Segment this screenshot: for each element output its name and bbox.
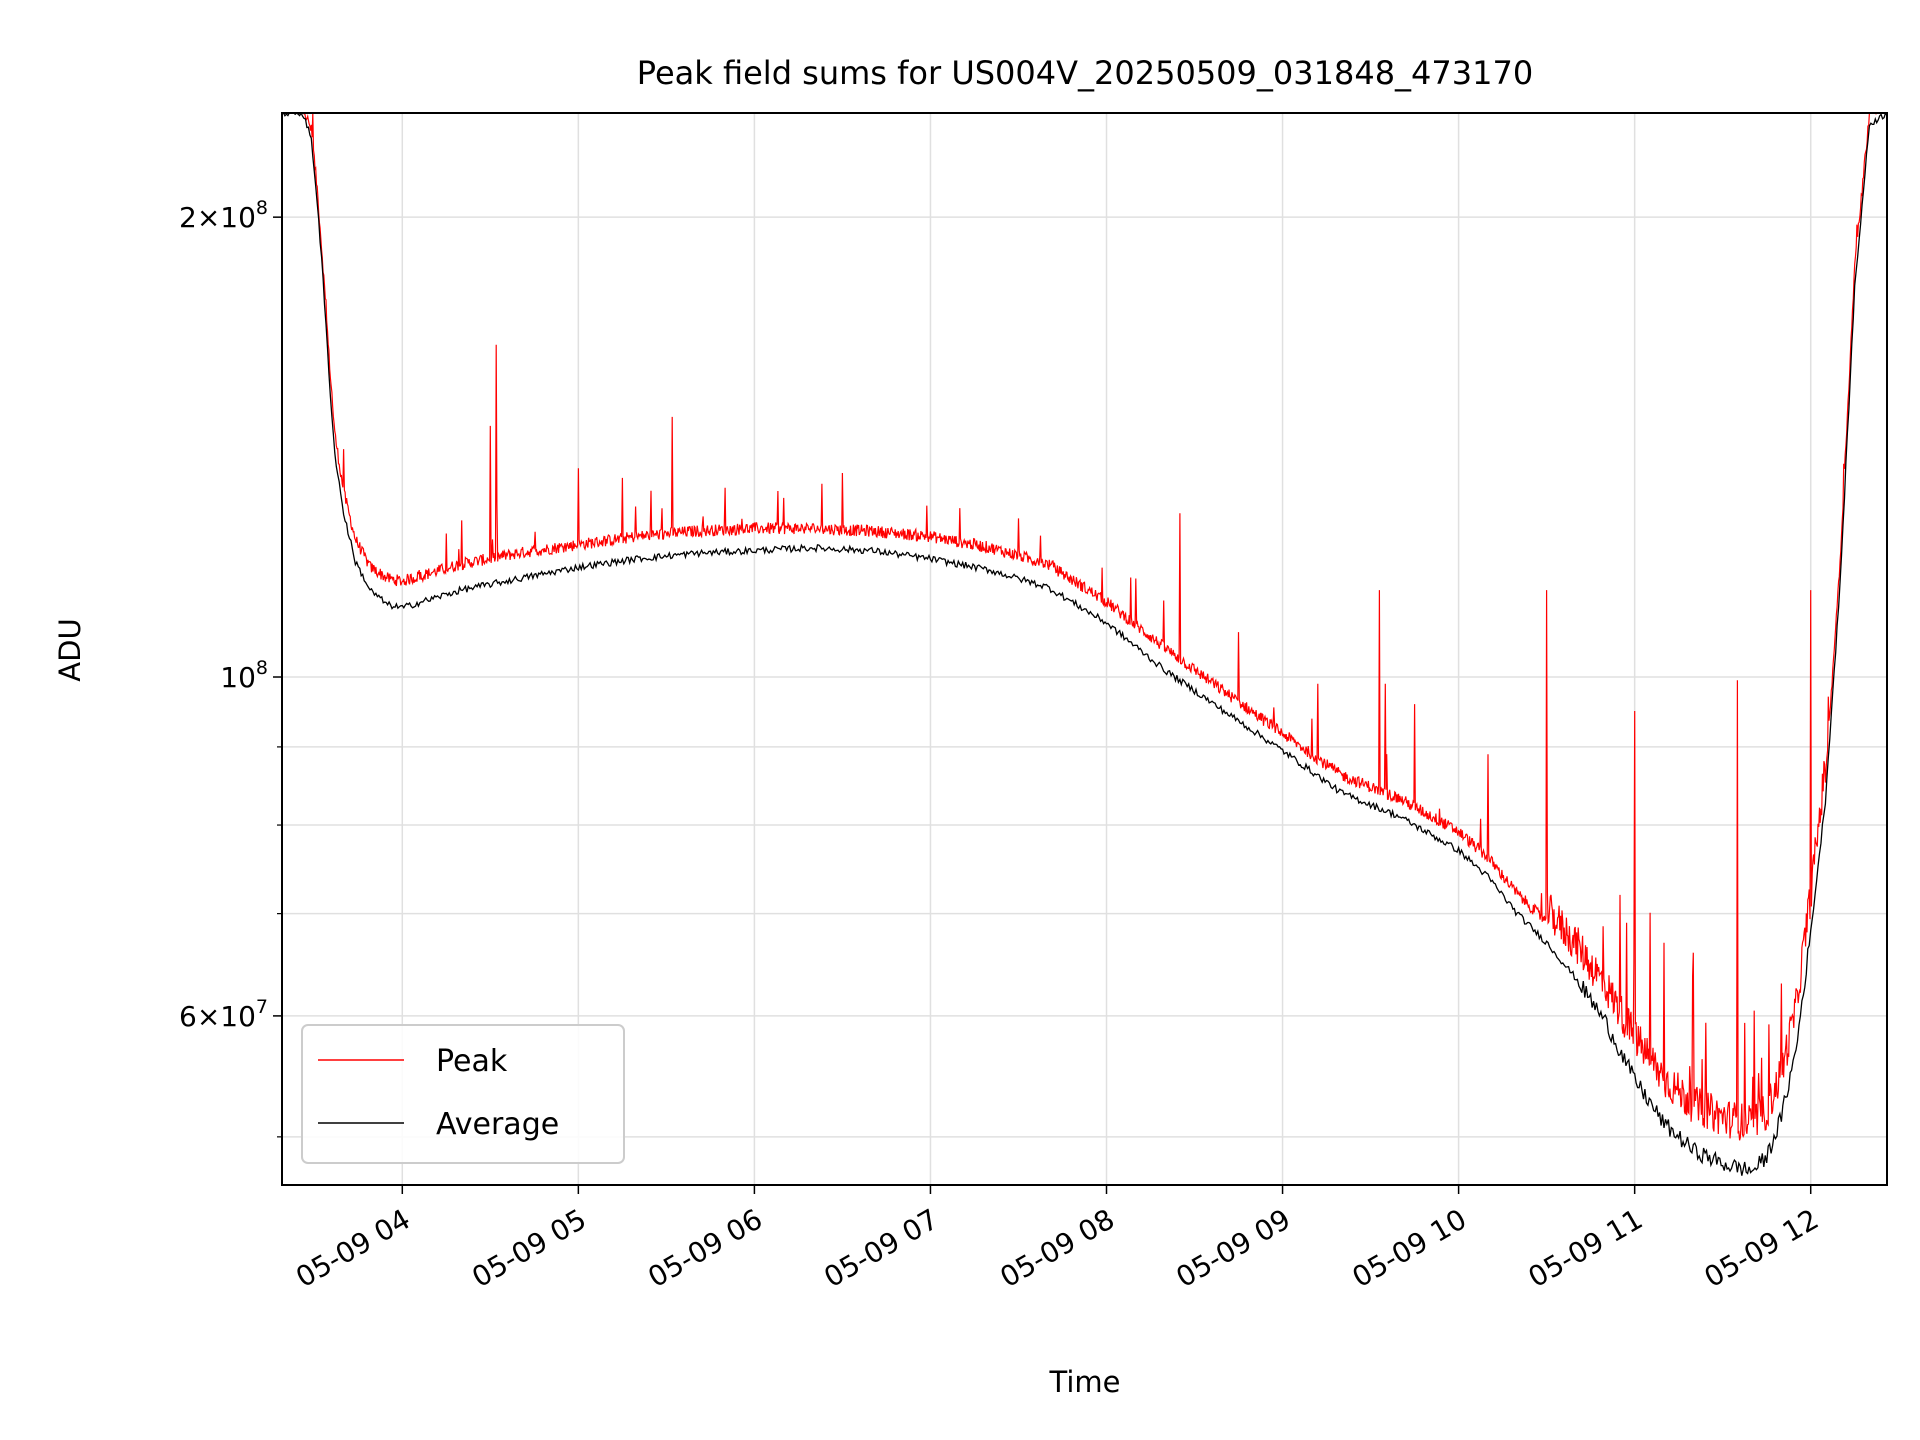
legend: Peak Average [301, 1024, 625, 1164]
legend-label-peak: Peak [436, 1044, 508, 1079]
gridlines [282, 113, 1887, 1185]
y-tick-label: 108 [220, 657, 268, 694]
series-line-peak [282, 113, 1887, 1141]
plot-area [281, 112, 1888, 1186]
x-axis-label: Time [1049, 1365, 1121, 1399]
series-line-average [282, 113, 1887, 1176]
y-tick-label: 2×108 [179, 197, 268, 234]
series-layer [282, 113, 1887, 1176]
y-tick-label: 6×107 [179, 996, 268, 1033]
y-axis-label: ADU [53, 618, 87, 681]
y-axis: 2×108 108 6×107 [179, 197, 282, 1138]
legend-label-average: Average [436, 1107, 559, 1142]
chart-title: Peak field sums for US004V_20250509_0318… [637, 54, 1533, 92]
axes-frame [281, 112, 1888, 1186]
